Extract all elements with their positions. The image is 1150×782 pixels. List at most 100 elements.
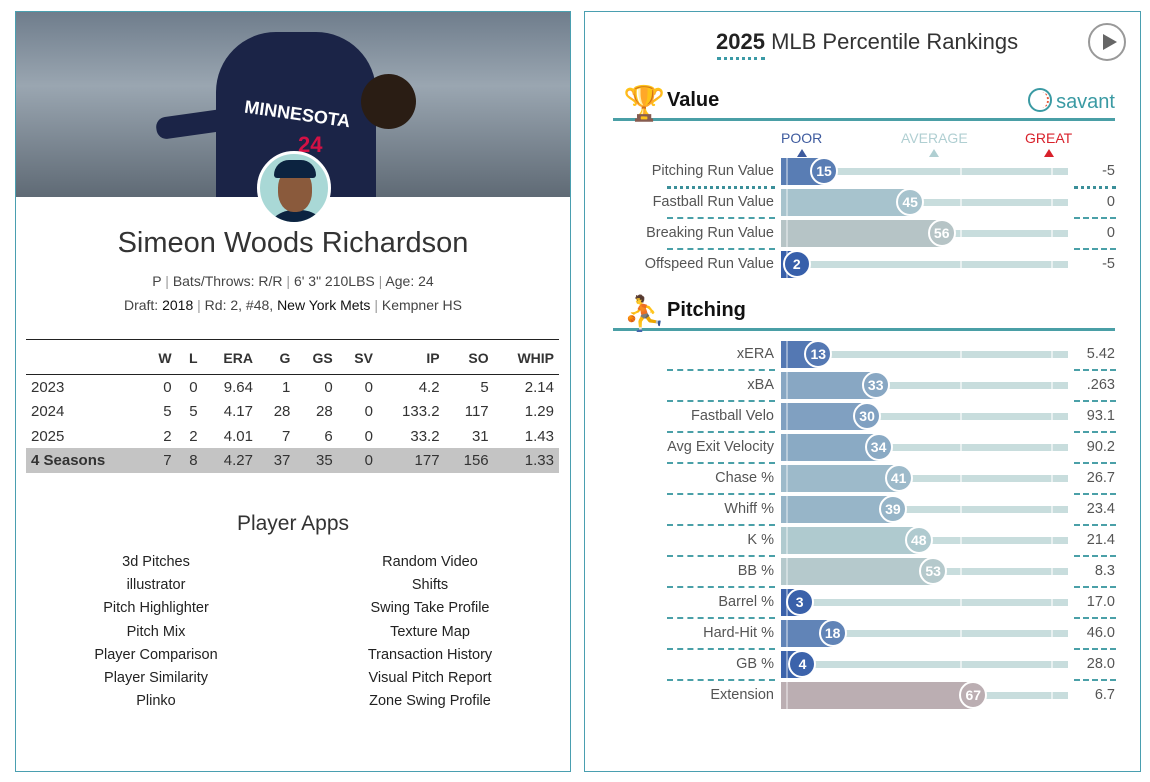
percentile-row: Breaking Run Value 56 0	[585, 218, 1140, 250]
percentile-track	[781, 661, 1068, 668]
table-cell: 37	[257, 448, 296, 473]
table-cell: 33.2	[410, 427, 440, 445]
rankings-title: 2025 MLB Percentile Rankings	[716, 29, 1018, 55]
table-cell: 0	[337, 448, 378, 473]
percentile-row: BB % 53 8.3	[585, 556, 1140, 588]
col-header: WHIP	[493, 339, 559, 375]
metric-value: 28.0	[1086, 656, 1115, 672]
row-divider	[1074, 400, 1116, 402]
col-header: W	[144, 339, 177, 375]
table-row: 2024 5 5 4.17 28 28 0 133.2 117 1.29	[26, 399, 559, 424]
metric-label: Offspeed Run Value	[644, 256, 774, 272]
apps-list-left: 3d Pitches illustrator Pitch Highlighter Pi…	[26, 552, 286, 714]
table-cell: 4.01	[223, 427, 253, 445]
app-link[interactable]: Swing Take Profile	[370, 600, 490, 617]
percentile-row: Hard-Hit % 18 46.0	[585, 618, 1140, 650]
percentile-bar	[781, 403, 868, 430]
metric-value: 6.7	[1094, 687, 1115, 703]
app-link[interactable]: Texture Map	[390, 623, 470, 640]
percentile-row: Chase % 41 26.7	[585, 463, 1140, 495]
metric-value: -5	[1102, 163, 1115, 179]
percentile-bubble: 3	[785, 588, 814, 616]
percentile-bubble: 13	[804, 340, 833, 368]
stats-table: W L ERA G GS SV IP SO WHIP 2023 0 0 9.64 1 0 0 4.2 5 2.14…	[26, 339, 559, 473]
percentile-bar	[781, 434, 879, 461]
row-divider	[1074, 524, 1116, 526]
app-link[interactable]: Shifts	[411, 577, 449, 594]
metric-label: GB %	[736, 656, 774, 672]
table-cell: 1.29	[524, 403, 554, 421]
row-divider	[667, 248, 775, 250]
player-card: MINNESOTA 24 Simeon Woods Richardson P |…	[15, 11, 571, 772]
table-row: 2023 0 0 9.64 1 0 0 4.2 5 2.14	[26, 375, 559, 400]
table-cell: 4.2	[418, 379, 440, 396]
table-cell: 1	[282, 379, 291, 396]
row-divider	[1074, 369, 1116, 371]
app-link[interactable]: 3d Pitches	[122, 554, 190, 570]
play-button[interactable]	[1088, 23, 1126, 61]
percentile-row: Barrel % 3 17.0	[585, 587, 1140, 619]
col-header	[26, 339, 145, 375]
percentile-row: Avg Exit Velocity 34 90.2	[585, 432, 1140, 464]
metric-value: 23.4	[1086, 501, 1115, 517]
table-cell: 28	[316, 403, 333, 421]
metric-label: Pitching Run Value	[651, 163, 774, 179]
app-link[interactable]: Pitch Highlighter	[103, 600, 209, 617]
percentile-row: Extension 67 6.7	[585, 680, 1140, 711]
app-link[interactable]: Player Similarity	[104, 669, 208, 686]
table-cell: 8	[176, 448, 203, 473]
table-cell: 31	[471, 427, 489, 445]
app-link[interactable]: Zone Swing Profile	[369, 693, 491, 710]
row-divider	[667, 679, 775, 681]
row-divider	[1074, 217, 1116, 219]
savant-logo[interactable]: savant	[1028, 88, 1115, 114]
col-header: IP	[377, 339, 445, 375]
row-divider	[667, 431, 775, 433]
app-link[interactable]: Pitch Mix	[126, 623, 186, 640]
app-link[interactable]: Plinko	[136, 693, 176, 710]
row-divider	[1074, 555, 1116, 557]
percentile-bubble: 4	[788, 650, 817, 678]
table-cell: 9.64	[223, 379, 253, 396]
metric-label: Extension	[710, 687, 774, 703]
row-divider	[1074, 431, 1116, 433]
trophy-icon: 🏆	[623, 85, 666, 123]
legend-poor: POOR	[781, 130, 823, 157]
table-cell: 0	[364, 403, 373, 421]
metric-label: Breaking Run Value	[646, 225, 774, 241]
table-cell: 2.14	[524, 379, 554, 396]
app-link[interactable]: Player Comparison	[94, 646, 218, 663]
percentile-bubble: 56	[927, 219, 956, 247]
metric-value: .263	[1086, 377, 1115, 393]
pitching-section-header: ⛹ Pitching	[613, 291, 1115, 333]
table-cell: 7	[144, 448, 177, 473]
rankings-title-text: MLB Percentile Rankings	[771, 29, 1019, 54]
col-header: SO	[444, 339, 494, 375]
legend-average: AVERAGE	[901, 130, 968, 157]
table-cell: 5	[480, 379, 489, 396]
percentile-bar	[781, 558, 934, 585]
row-divider	[1074, 586, 1116, 588]
table-total-row: 4 Seasons 7 8 4.27 37 35 0 177 156 1.33	[26, 448, 559, 473]
app-link[interactable]: Transaction History	[367, 646, 493, 663]
metric-label: Barrel %	[718, 594, 774, 610]
draft-info: Draft: 2018 | Rd: 2, #48, New York Mets …	[123, 297, 463, 313]
position: P	[152, 273, 162, 289]
metric-value: 0	[1106, 194, 1115, 210]
row-divider	[667, 493, 775, 495]
metric-value: 93.1	[1086, 408, 1115, 424]
table-cell: 4.27	[202, 448, 258, 473]
percentile-bar	[781, 496, 893, 523]
app-link[interactable]: Random Video	[382, 554, 478, 570]
percentile-bar	[781, 527, 919, 554]
metric-label: Avg Exit Velocity	[667, 439, 774, 455]
percentile-bar	[781, 682, 974, 709]
app-link[interactable]: Visual Pitch Report	[368, 669, 492, 686]
table-cell: 117	[464, 403, 489, 421]
app-link[interactable]: illustrator	[126, 577, 186, 594]
value-section-header: 🏆 Value savant	[613, 81, 1115, 123]
table-cell: 1.33	[493, 448, 559, 473]
percentile-bar	[781, 220, 942, 247]
metric-label: xBA	[747, 377, 774, 393]
col-header: SV	[337, 339, 378, 375]
